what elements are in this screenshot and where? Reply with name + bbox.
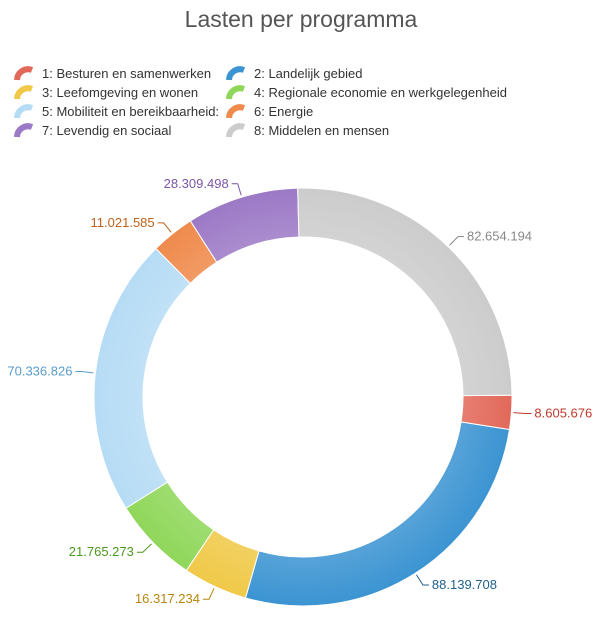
legend-item[interactable]: 1: Besturen en samenwerken	[14, 64, 211, 83]
legend-swatch	[14, 65, 36, 82]
legend-item[interactable]: 5: Mobiliteit en bereikbaarheid:	[14, 102, 219, 121]
donut-slice[interactable]	[93, 247, 192, 509]
label-connector	[157, 222, 172, 233]
legend-label: 8: Middelen en mensen	[254, 123, 390, 138]
chart-title: Lasten per programma	[184, 6, 418, 32]
label-connector	[231, 183, 242, 196]
legend-swatch	[14, 103, 36, 120]
legend-label: 1: Besturen en samenwerken	[42, 66, 212, 81]
slice-value-label: 11.021.585	[91, 215, 155, 230]
legend-swatch	[226, 84, 248, 101]
label-connector	[416, 574, 429, 586]
legend-swatch	[14, 84, 36, 101]
donut-slice[interactable]	[297, 187, 513, 397]
legend-label: 4: Regionale economie en werkgelegenheid	[254, 85, 507, 100]
legend-swatch	[226, 65, 248, 82]
legend-item[interactable]: 4: Regionale economie en werkgelegenheid	[226, 83, 507, 102]
legend-label: 7: Levendig en sociaal	[42, 123, 172, 138]
legend-label: 5: Mobiliteit en bereikbaarheid:	[42, 104, 220, 119]
slice-value-label: 21.765.273	[69, 544, 134, 559]
legend-swatch	[226, 122, 248, 139]
slice-value-label: 16.317.234	[135, 591, 200, 606]
legend-item[interactable]: 2: Landelijk gebied	[226, 64, 362, 83]
legend-item[interactable]: 6: Energie	[226, 102, 313, 121]
slice-value-label: 28.309.498	[164, 176, 229, 191]
slice-value-label: 88.139.708	[432, 577, 497, 592]
legend-item[interactable]: 8: Middelen en mensen	[226, 121, 389, 140]
slice-value-label: 8.605.676	[534, 405, 592, 420]
legend-label: 3: Leefomgeving en wonen	[42, 85, 199, 100]
legend-item[interactable]: 7: Levendig en sociaal	[14, 121, 171, 140]
label-connector	[136, 543, 152, 553]
label-connector	[449, 236, 464, 246]
slice-value-label: 70.336.826	[7, 364, 72, 379]
legend-label: 6: Energie	[254, 104, 314, 119]
label-connector	[202, 588, 215, 600]
label-connector	[75, 371, 94, 374]
legend-item[interactable]: 3: Leefomgeving en wonen	[14, 83, 198, 102]
label-connector	[513, 412, 532, 414]
legend-swatch	[226, 103, 248, 120]
legend-label: 2: Landelijk gebied	[254, 66, 363, 81]
slice-value-label: 82.654.194	[467, 229, 532, 244]
legend-swatch	[14, 122, 36, 139]
